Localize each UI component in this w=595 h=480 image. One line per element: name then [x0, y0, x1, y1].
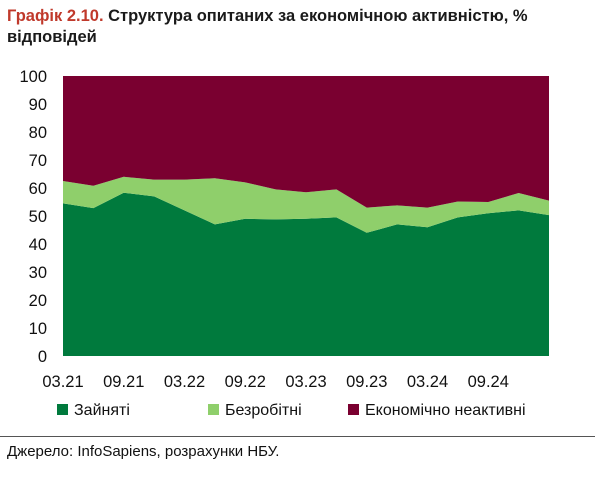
y-tick-label: 70 [29, 152, 47, 170]
y-tick-label: 50 [29, 208, 47, 226]
x-tick-label: 03.24 [407, 373, 448, 391]
legend: Зайняті Безробітні Економічно неактивні [57, 402, 526, 419]
y-axis: 0 10 20 30 40 50 60 70 80 90 100 [19, 68, 47, 366]
area-layers [63, 76, 549, 356]
legend-swatch [348, 404, 359, 415]
legend-label: Економічно неактивні [365, 402, 526, 419]
y-tick-label: 20 [29, 292, 47, 310]
y-tick-label: 10 [29, 320, 47, 338]
divider [0, 436, 595, 437]
y-tick-label: 100 [19, 68, 47, 86]
x-tick-label: 09.23 [346, 373, 387, 391]
x-tick-label: 03.23 [285, 373, 326, 391]
chart-title: Графік 2.10. Структура опитаних за еконо… [7, 6, 592, 48]
y-tick-label: 60 [29, 180, 47, 198]
x-tick-label: 03.21 [42, 373, 83, 391]
y-tick-label: 40 [29, 236, 47, 254]
y-tick-label: 0 [38, 348, 47, 366]
chart-title-text: Структура опитаних за економічною активн… [7, 7, 528, 46]
legend-label: Безробітні [225, 402, 302, 419]
source-note: Джерело: InfoSapiens, розрахунки НБУ. [7, 443, 280, 460]
x-axis: 03.21 09.21 03.22 09.22 03.23 09.23 03.24 09.24 [42, 373, 509, 391]
legend-label: Зайняті [74, 402, 130, 419]
x-tick-label: 09.21 [103, 373, 144, 391]
legend-swatch [208, 404, 219, 415]
x-tick-label: 09.22 [225, 373, 266, 391]
chart-number: Графік 2.10. [7, 7, 104, 25]
area-unemployed [63, 176, 549, 233]
area-inactive [63, 76, 549, 208]
x-tick-label: 03.22 [164, 373, 205, 391]
x-tick-label: 09.24 [468, 373, 509, 391]
legend-swatch [57, 404, 68, 415]
y-tick-label: 30 [29, 264, 47, 282]
y-tick-label: 90 [29, 96, 47, 114]
y-tick-label: 80 [29, 124, 47, 142]
area-employed [63, 192, 549, 356]
